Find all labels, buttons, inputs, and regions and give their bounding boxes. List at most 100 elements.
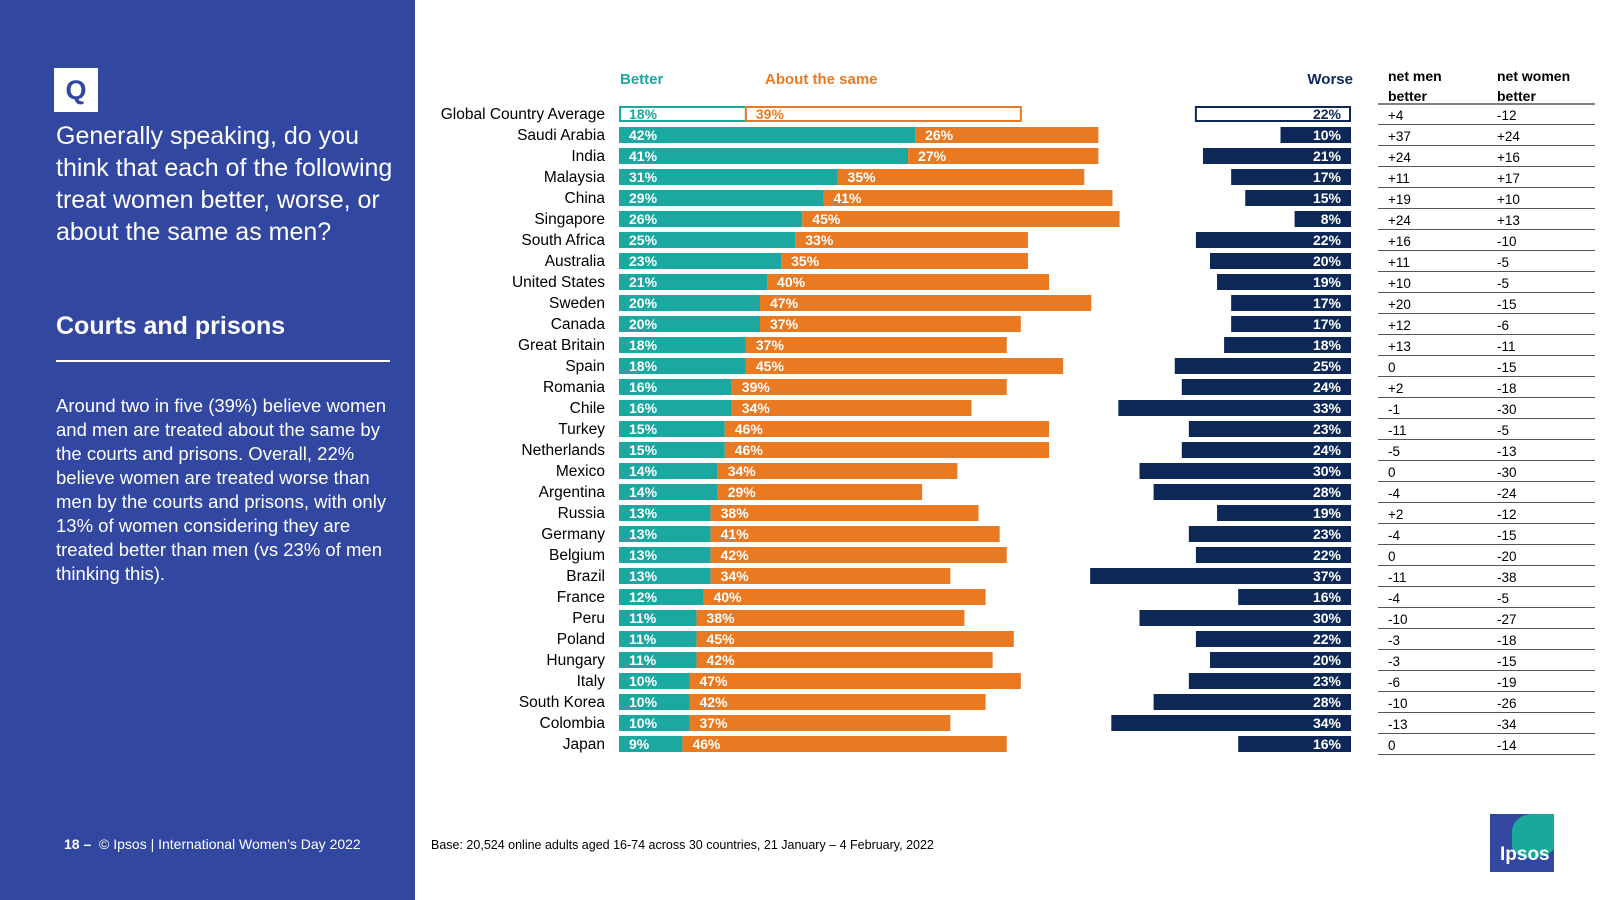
country-label: Canada — [551, 316, 606, 333]
bar-better — [619, 673, 690, 689]
data-label-about-same: 41% — [833, 190, 862, 206]
bar-better — [619, 400, 732, 416]
country-label: Argentina — [539, 484, 606, 501]
bar-better — [619, 379, 732, 395]
bar-better — [619, 421, 725, 437]
net-women-value: -18 — [1497, 381, 1517, 396]
bar-worse — [1139, 610, 1351, 626]
country-label: South Africa — [521, 232, 605, 249]
bar-about-same — [781, 253, 1028, 269]
country-label: Romania — [543, 379, 605, 396]
net-men-value: 0 — [1388, 360, 1396, 375]
data-label-better: 16% — [629, 379, 658, 395]
data-label-about-same: 45% — [707, 631, 736, 647]
data-label-worse: 28% — [1313, 484, 1342, 500]
bar-about-same — [710, 568, 951, 584]
bar-better — [619, 526, 711, 542]
country-label: United States — [512, 274, 605, 291]
data-label-better: 10% — [629, 673, 658, 689]
bar-about-same — [908, 148, 1099, 164]
net-men-value: -1 — [1388, 402, 1400, 417]
bar-worse — [1153, 484, 1351, 500]
net-men-value: +19 — [1388, 192, 1411, 207]
country-label: Mexico — [556, 463, 605, 480]
net-women-value: -26 — [1497, 696, 1517, 711]
page-number: 18 – — [64, 836, 92, 852]
bar-worse — [1210, 253, 1351, 269]
net-women-value: -19 — [1497, 675, 1517, 690]
bar-worse — [1238, 589, 1351, 605]
data-label-about-same: 35% — [848, 169, 877, 185]
bar-about-same — [717, 484, 923, 500]
bar-worse — [1195, 547, 1351, 563]
bar-about-same — [802, 211, 1120, 227]
bar-better — [619, 652, 697, 668]
data-label-worse: 20% — [1313, 253, 1342, 269]
data-label-about-same: 38% — [707, 610, 736, 626]
country-label: Italy — [577, 673, 606, 690]
header-worse: Worse — [1307, 71, 1353, 88]
data-label-worse: 23% — [1313, 421, 1342, 437]
data-label-worse: 22% — [1313, 631, 1342, 647]
bar-about-same — [745, 358, 1064, 374]
data-label-about-same: 34% — [721, 568, 750, 584]
bar-about-same — [795, 232, 1028, 248]
net-women-value: -18 — [1497, 633, 1517, 648]
net-women-value: +16 — [1497, 150, 1520, 165]
data-label-worse: 22% — [1313, 106, 1342, 122]
net-women-value: -34 — [1497, 717, 1517, 732]
data-label-worse: 23% — [1313, 673, 1342, 689]
bar-worse — [1118, 400, 1351, 416]
bar-about-same — [717, 463, 958, 479]
bar-worse — [1181, 442, 1351, 458]
bar-better — [619, 505, 711, 521]
bar-better — [619, 631, 697, 647]
data-label-about-same: 40% — [714, 589, 743, 605]
net-men-value: +37 — [1388, 129, 1411, 144]
data-label-worse: 21% — [1313, 148, 1342, 164]
data-label-about-same: 47% — [770, 295, 799, 311]
logo-mark — [1512, 814, 1554, 858]
net-women-value: -30 — [1497, 402, 1517, 417]
data-label-worse: 18% — [1313, 337, 1342, 353]
country-label: Japan — [563, 736, 605, 753]
net-women-value: -13 — [1497, 444, 1517, 459]
country-label: Malaysia — [544, 169, 606, 186]
data-label-worse: 22% — [1313, 232, 1342, 248]
data-label-better: 23% — [629, 253, 658, 269]
net-men-value: -4 — [1388, 486, 1400, 501]
bar-about-same — [710, 547, 1007, 563]
net-men-value: +11 — [1388, 255, 1410, 270]
bar-better — [619, 358, 746, 374]
net-women-value: -12 — [1497, 507, 1517, 522]
bar-worse — [1217, 274, 1351, 290]
data-label-worse: 23% — [1313, 526, 1342, 542]
country-label: Spain — [565, 358, 605, 375]
bar-about-same — [710, 526, 1000, 542]
data-label-better: 18% — [629, 106, 658, 122]
net-women-value: -30 — [1497, 465, 1517, 480]
data-label-better: 15% — [629, 421, 658, 437]
bar-worse — [1245, 190, 1351, 206]
data-label-about-same: 42% — [707, 652, 736, 668]
data-label-about-same: 46% — [692, 736, 721, 752]
bar-better — [619, 316, 760, 332]
bar-worse — [1231, 316, 1351, 332]
net-women-value: +24 — [1497, 129, 1520, 144]
net-women-value: -15 — [1497, 360, 1517, 375]
data-label-better: 15% — [629, 442, 658, 458]
footer-credit: 18 – © Ipsos | International Women’s Day… — [64, 836, 361, 852]
bar-better — [619, 568, 711, 584]
ipsos-logo: Ipsos — [1490, 814, 1554, 872]
bar-about-same — [689, 673, 1021, 689]
data-label-better: 9% — [629, 736, 650, 752]
data-label-worse: 10% — [1313, 127, 1342, 143]
header-net-men: net men — [1388, 68, 1442, 84]
data-label-better: 13% — [629, 547, 658, 563]
bar-worse — [1280, 127, 1351, 143]
bar-worse — [1188, 673, 1351, 689]
data-label-about-same: 41% — [721, 526, 750, 542]
data-label-worse: 8% — [1321, 211, 1342, 227]
data-label-better: 18% — [629, 337, 658, 353]
